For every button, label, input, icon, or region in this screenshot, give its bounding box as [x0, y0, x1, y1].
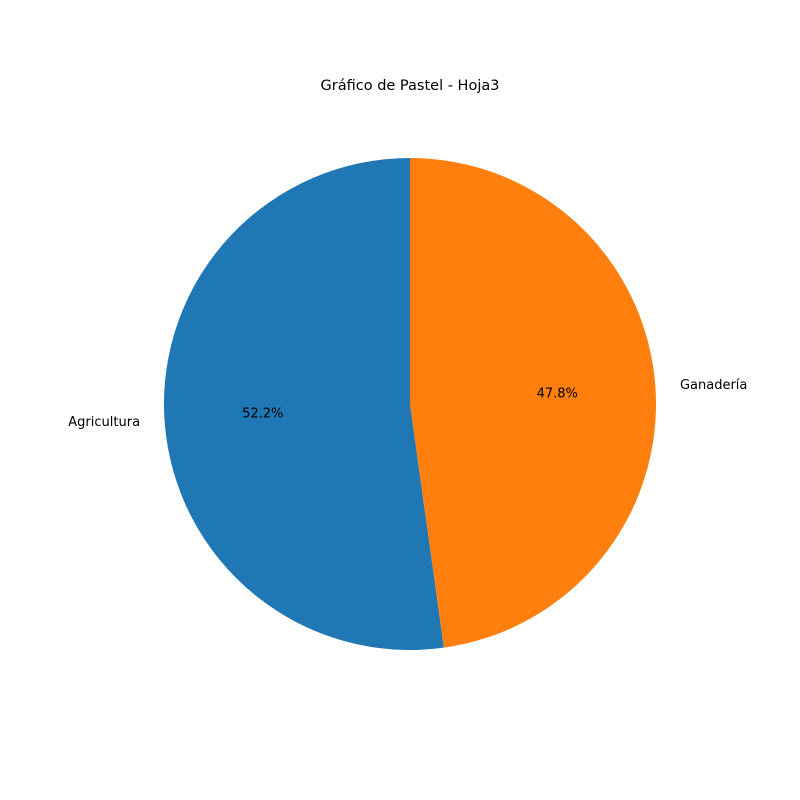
pie-slice-agricultura	[163, 158, 444, 650]
pie-slices	[163, 158, 656, 650]
percent-label-agricultura: 52.2%	[242, 407, 283, 422]
slice-label-agricultura: Agricultura	[68, 415, 140, 430]
pie-labels: Agricultura 52.2% Ganadería 47.8%	[68, 378, 747, 430]
slice-label-ganadería: Ganadería	[680, 378, 747, 393]
chart-title: Gráfico de Pastel - Hoja3	[321, 78, 500, 94]
percent-label-ganadería: 47.8%	[537, 386, 578, 401]
pie-slice-ganadería	[410, 158, 656, 648]
